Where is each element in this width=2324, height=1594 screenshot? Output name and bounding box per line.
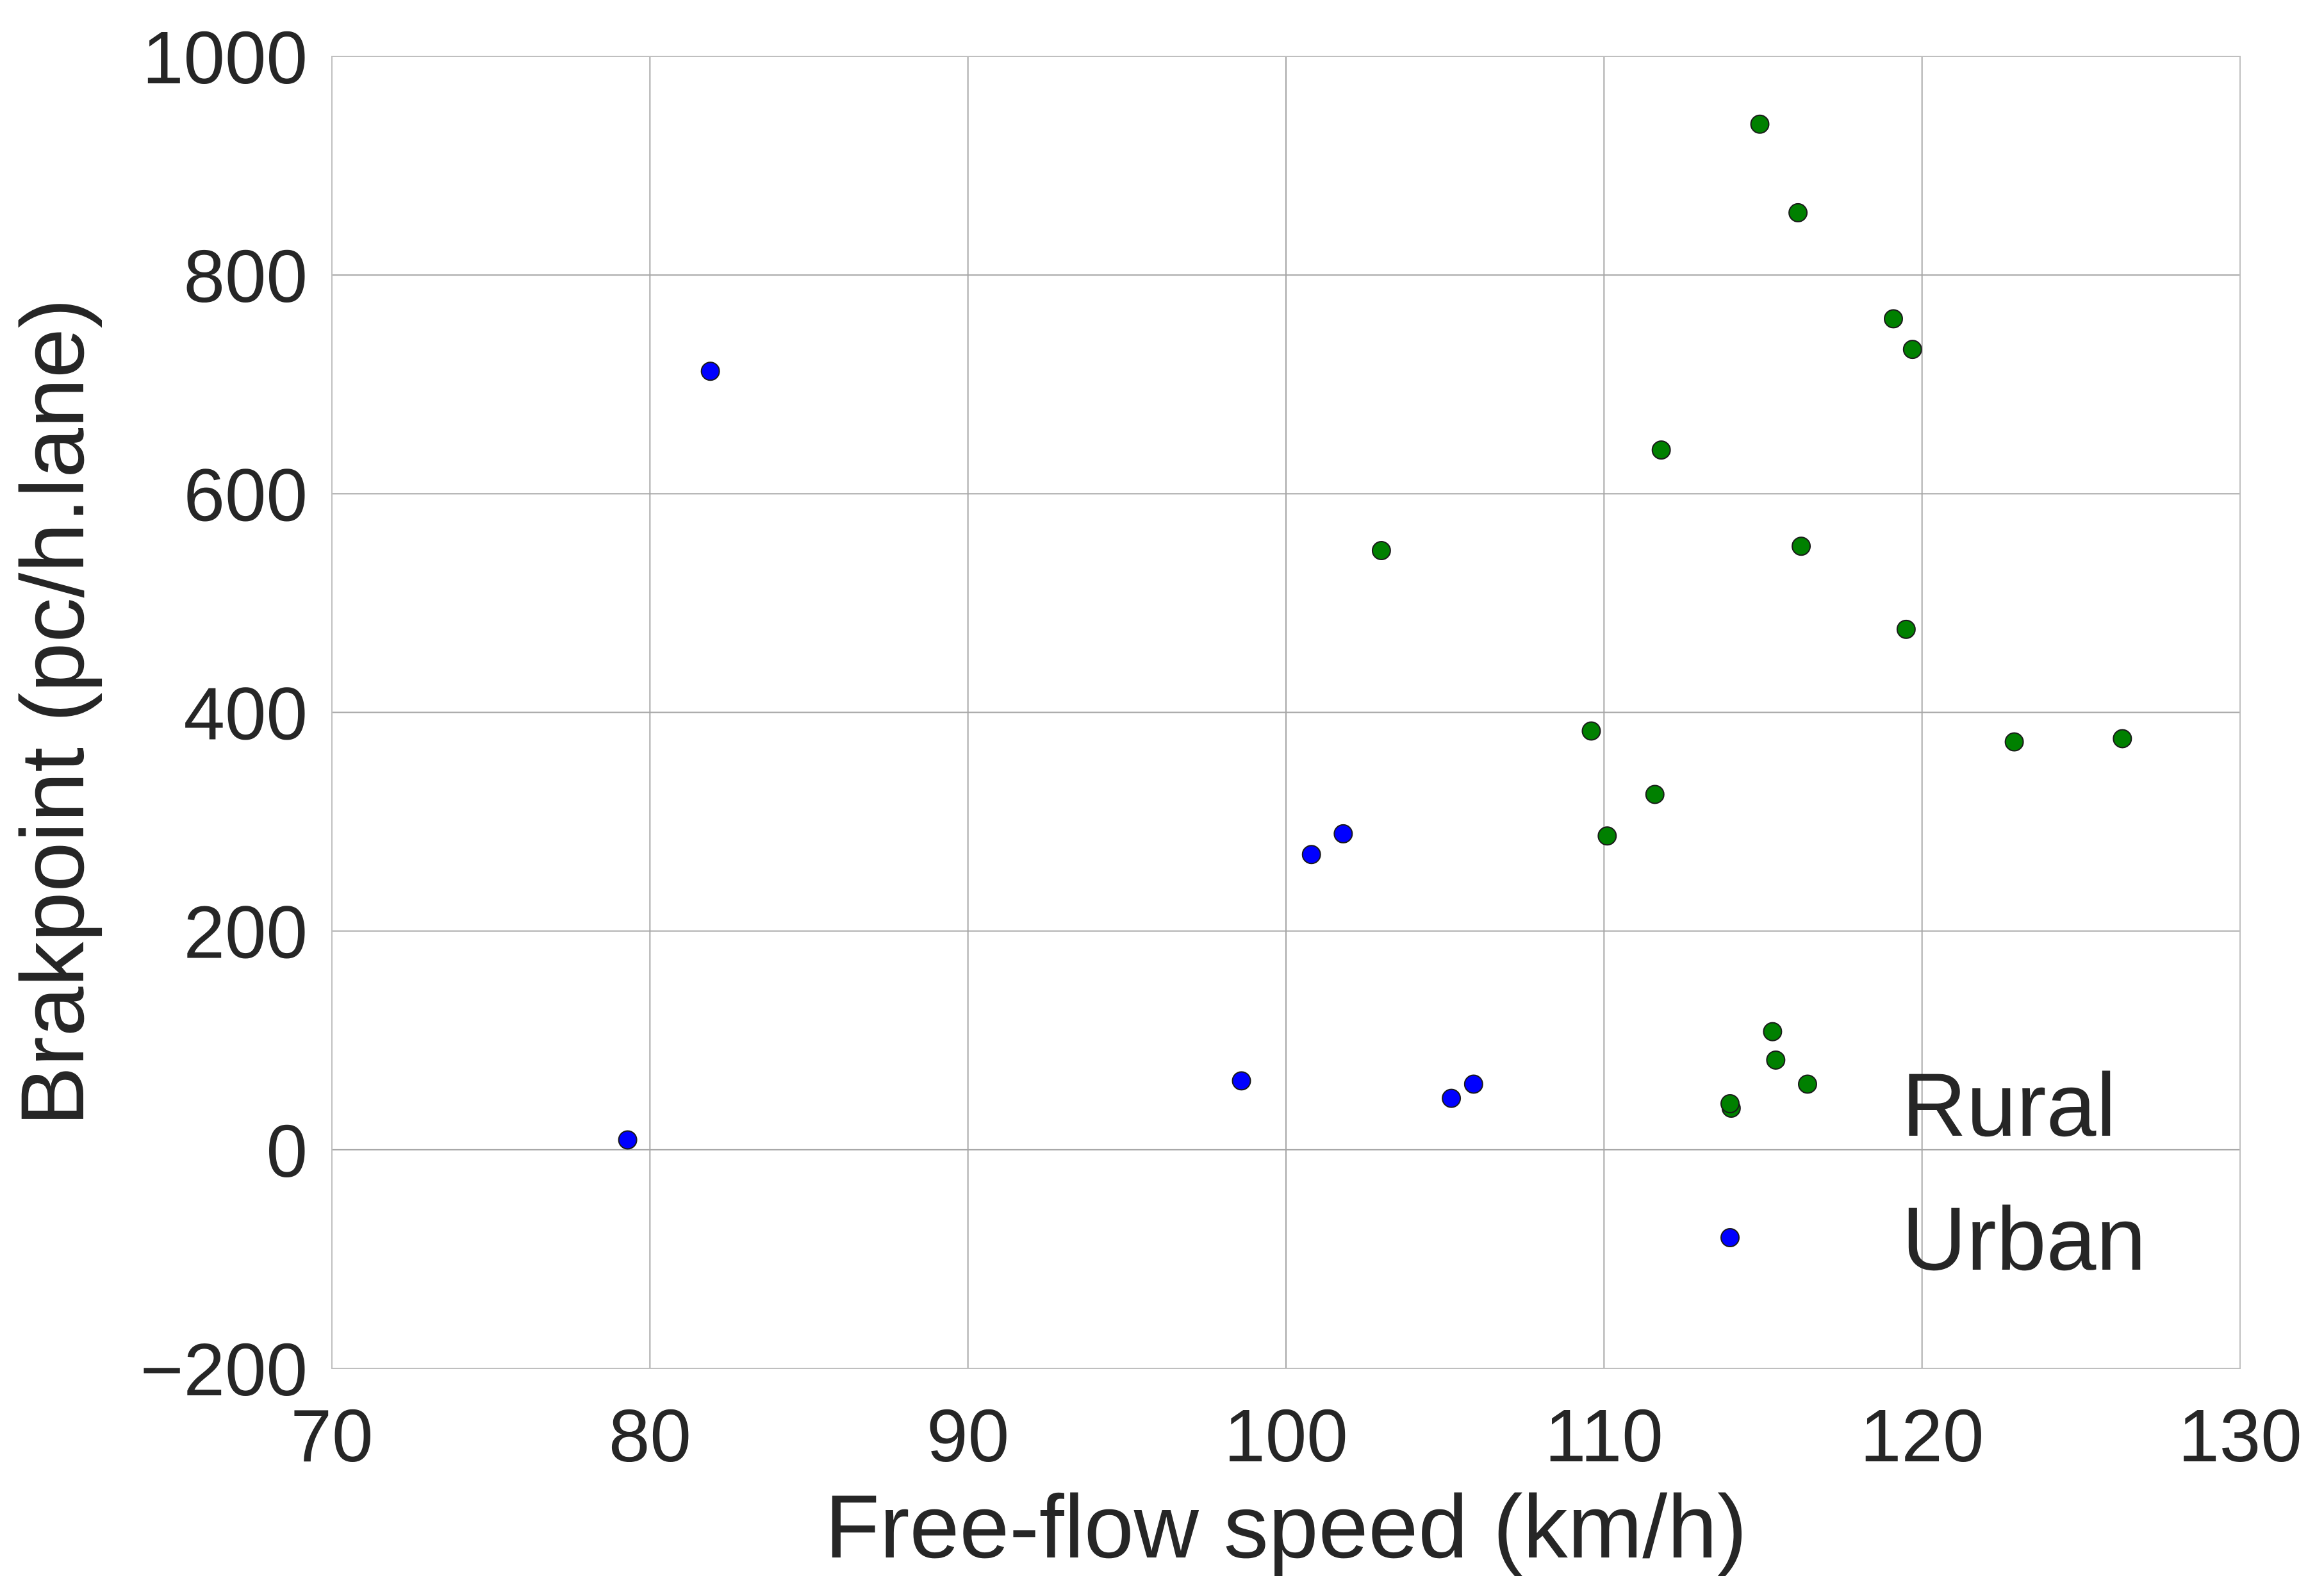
legend-marker-rural <box>1720 1094 1740 1113</box>
y-tick-label: 200 <box>183 891 308 974</box>
rural-data-point <box>1896 619 1916 639</box>
urban-data-point <box>1442 1088 1462 1108</box>
rural-data-point <box>1581 721 1601 741</box>
rural-data-point <box>1883 309 1903 329</box>
rural-data-point <box>1902 340 1922 360</box>
x-tick-label: 70 <box>290 1394 373 1477</box>
rural-data-point <box>1797 1074 1817 1094</box>
urban-data-point <box>1301 845 1321 865</box>
y-tick-label: 800 <box>183 235 308 318</box>
grid <box>332 56 2240 1368</box>
y-tick-label: −200 <box>140 1328 308 1411</box>
legend-marker-urban <box>1720 1228 1740 1247</box>
y-axis-ticks: −200 0 200 400 600 800 1000 <box>140 16 308 1411</box>
y-tick-label: 0 <box>266 1109 308 1193</box>
x-tick-label: 130 <box>2178 1394 2302 1477</box>
x-tick-label: 90 <box>927 1394 1009 1477</box>
urban-data-point <box>618 1130 638 1150</box>
urban-data-point <box>1463 1074 1483 1094</box>
urban-data-point <box>1232 1071 1251 1091</box>
rural-data-point <box>1792 536 1811 556</box>
rural-data-point <box>1766 1050 1786 1070</box>
rural-data-point <box>2113 729 2132 749</box>
y-tick-label: 600 <box>183 453 308 536</box>
rural-data-point <box>1371 541 1391 561</box>
x-axis-label: Free-flow speed (km/h) <box>825 1476 1747 1577</box>
x-tick-label: 110 <box>1545 1394 1663 1477</box>
y-tick-label: 1000 <box>142 16 308 99</box>
plot-area-frame <box>331 56 2241 1369</box>
legend-label-rural: Rural <box>1902 1054 2116 1155</box>
x-tick-label: 80 <box>609 1394 691 1477</box>
rural-data-point <box>2004 732 2024 752</box>
rural-data-point <box>1597 826 1617 846</box>
legend: Rural Urban <box>1720 1054 2146 1289</box>
y-axis-label: Brakpoint (pc/h.lane) <box>2 299 103 1127</box>
urban-data-point <box>700 361 720 381</box>
rural-data-point <box>1788 203 1808 222</box>
x-axis-ticks: 70 80 90 100 110 120 130 <box>290 1394 2302 1477</box>
rural-data-point <box>1651 440 1671 460</box>
data-points <box>618 114 2132 1150</box>
rural-data-point <box>1763 1022 1783 1042</box>
x-tick-label: 120 <box>1860 1394 1984 1477</box>
y-tick-label: 400 <box>183 672 308 756</box>
x-tick-label: 100 <box>1224 1394 1348 1477</box>
urban-data-point <box>1333 824 1353 843</box>
rural-data-point <box>1645 785 1665 804</box>
rural-data-point <box>1750 114 1770 134</box>
legend-label-urban: Urban <box>1902 1188 2146 1289</box>
